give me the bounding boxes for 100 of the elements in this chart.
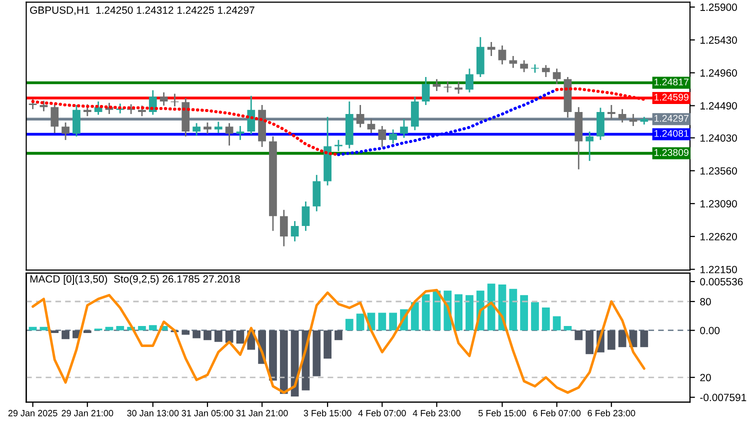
candlestick bbox=[378, 125, 386, 148]
candlestick bbox=[422, 76, 430, 106]
candlestick bbox=[50, 104, 59, 134]
y-tick-label: 1.24960 bbox=[700, 69, 737, 77]
candlestick bbox=[225, 122, 234, 146]
candlestick bbox=[454, 81, 462, 94]
candlestick bbox=[28, 98, 37, 110]
bar bbox=[334, 330, 342, 340]
bar bbox=[182, 330, 190, 335]
candlestick bbox=[629, 113, 638, 127]
candlestick bbox=[389, 128, 397, 144]
candlestick bbox=[302, 200, 310, 232]
bar bbox=[564, 326, 572, 330]
candlestick bbox=[290, 220, 299, 242]
bar bbox=[574, 330, 583, 340]
candlestick bbox=[247, 95, 256, 136]
candlestick bbox=[40, 100, 48, 112]
candlestick bbox=[552, 68, 561, 85]
bar bbox=[236, 330, 244, 344]
y-tick-label: 1.24490 bbox=[700, 102, 737, 110]
bar bbox=[148, 325, 157, 330]
candlestick bbox=[160, 92, 168, 106]
candlestick bbox=[62, 122, 70, 141]
y-tick-label: 1.22620 bbox=[700, 232, 737, 240]
candlestick bbox=[586, 130, 594, 162]
bar bbox=[40, 326, 48, 330]
bar bbox=[466, 295, 474, 330]
bar bbox=[269, 330, 277, 381]
bar bbox=[116, 326, 124, 330]
bar bbox=[83, 330, 92, 334]
x-tick-label: 4 Feb 23:00 bbox=[412, 410, 460, 416]
bar bbox=[640, 330, 648, 348]
bar bbox=[28, 326, 37, 330]
y-tick-label: 1.23090 bbox=[700, 200, 737, 208]
bar bbox=[345, 318, 354, 330]
bar bbox=[192, 330, 200, 338]
bar bbox=[454, 294, 462, 330]
y2-tick-label: 20 bbox=[700, 374, 711, 382]
candlestick bbox=[432, 78, 441, 92]
bar bbox=[389, 312, 397, 330]
ref-line-label: 1.23809 bbox=[654, 149, 688, 156]
bar bbox=[280, 330, 288, 394]
candlestick bbox=[400, 118, 408, 139]
candlestick bbox=[236, 125, 244, 141]
bar bbox=[618, 330, 626, 348]
candlestick bbox=[83, 104, 92, 117]
bar bbox=[50, 330, 59, 334]
candlestick bbox=[509, 55, 518, 69]
bar bbox=[520, 295, 528, 330]
ref-line-label: 1.24081 bbox=[654, 130, 688, 137]
candlestick bbox=[204, 122, 212, 134]
candlestick bbox=[72, 104, 80, 138]
candlestick bbox=[280, 209, 288, 247]
bar bbox=[356, 314, 364, 330]
bar bbox=[62, 330, 70, 340]
x-tick-label: 29 Jan 2025 bbox=[8, 410, 58, 416]
candlestick bbox=[192, 122, 200, 136]
candlestick bbox=[542, 64, 550, 78]
x-tick-label: 4 Feb 07:00 bbox=[358, 410, 406, 416]
bar bbox=[552, 316, 561, 330]
x-tick-label: 6 Feb 07:00 bbox=[533, 410, 581, 416]
x-tick-label: 31 Jan 05:00 bbox=[182, 410, 234, 416]
candlestick bbox=[520, 60, 528, 73]
bar bbox=[378, 312, 386, 330]
line-series bbox=[32, 288, 646, 394]
x-tick-label: 5 Feb 15:00 bbox=[478, 410, 526, 416]
bar bbox=[509, 288, 518, 330]
candlestick bbox=[367, 118, 376, 134]
bar bbox=[324, 330, 332, 359]
x-tick-label: 3 Feb 15:00 bbox=[304, 410, 352, 416]
chart-title: GBPUSD,H1 1.24250 1.24312 1.24225 1.24297 bbox=[30, 6, 254, 16]
chart-title: MACD [0](13,50) Sto(9,2,5) 26.1785 27.2018 bbox=[30, 274, 240, 285]
bar bbox=[607, 330, 616, 350]
y-tick-label: 1.25900 bbox=[700, 4, 737, 11]
x-tick-label: 29 Jan 21:00 bbox=[62, 410, 114, 416]
y2-tick-label: 80 bbox=[700, 298, 711, 306]
candlestick bbox=[618, 108, 626, 124]
ref-line-label: 1.24599 bbox=[654, 94, 688, 101]
y-tick-label: 0.00 bbox=[700, 326, 720, 334]
bar bbox=[422, 294, 430, 330]
ref-line-label: 1.24817 bbox=[654, 78, 688, 86]
y-tick-label: 0.005536 bbox=[700, 278, 743, 286]
candlestick bbox=[138, 104, 146, 117]
bar bbox=[410, 302, 419, 330]
bar bbox=[214, 330, 222, 342]
candlestick bbox=[116, 102, 124, 114]
bar bbox=[542, 307, 550, 330]
y-tick-label: 1.23560 bbox=[700, 167, 737, 175]
y-tick-label: -0.007591 bbox=[700, 394, 746, 402]
bar bbox=[312, 330, 321, 376]
bar bbox=[586, 330, 594, 354]
y-tick-label: 1.24030 bbox=[700, 134, 737, 142]
x-tick-label: 30 Jan 13:00 bbox=[127, 410, 179, 416]
candlestick bbox=[466, 68, 474, 94]
candlestick bbox=[498, 44, 506, 66]
candlestick bbox=[356, 104, 364, 128]
bar bbox=[204, 330, 212, 340]
candlestick bbox=[607, 104, 616, 120]
x-tick-label: 31 Jan 21:00 bbox=[236, 410, 288, 416]
ref-line-label: 1.24297 bbox=[654, 114, 688, 122]
